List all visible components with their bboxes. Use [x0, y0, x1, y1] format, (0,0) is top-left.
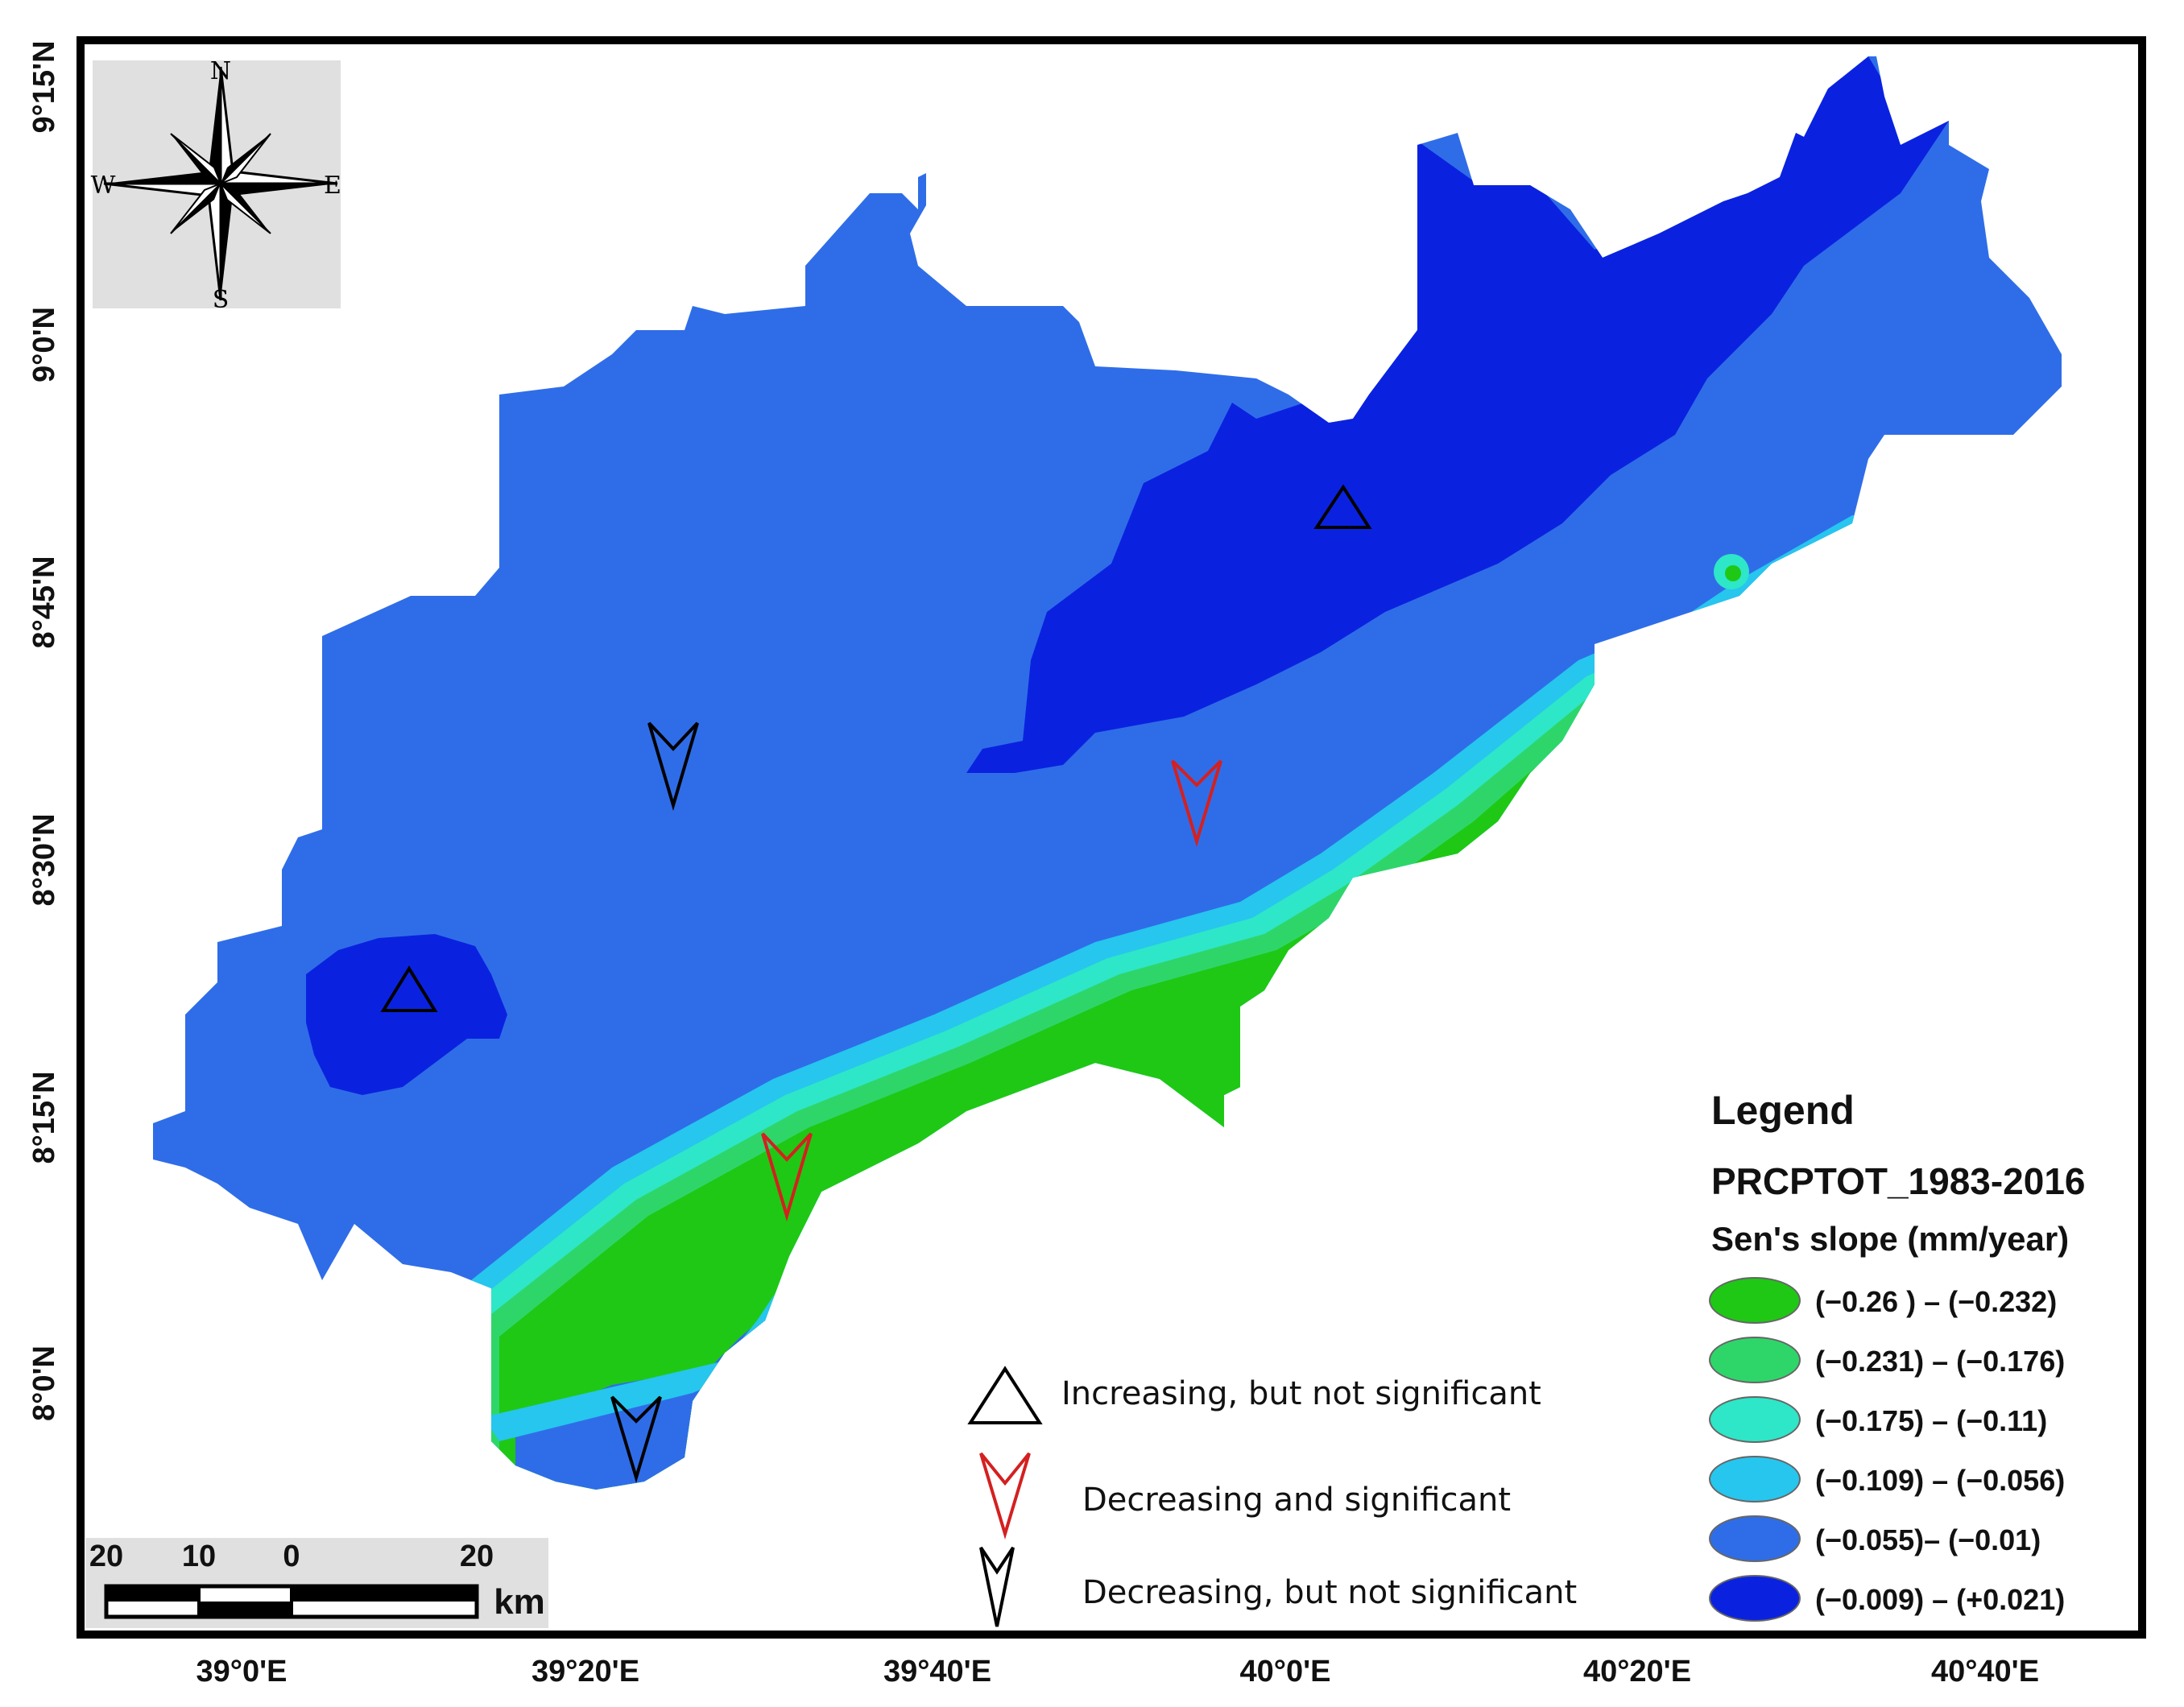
legend-class-row: (−0.175) – (−0.11) — [1709, 1396, 2160, 1445]
legend-swatch — [1709, 1575, 1801, 1622]
y-tick-label: 8°45'N — [27, 556, 61, 649]
legend-dataset-title: PRCPTOT_1983-2016 — [1711, 1160, 2086, 1202]
trend-legend-symbols — [967, 1366, 1043, 1627]
legend-class-label: (−0.009) – (+0.021) — [1815, 1583, 2066, 1616]
station-decreasing-sig-south — [761, 1132, 813, 1222]
compass-rose: N S E W — [91, 57, 341, 314]
trend-legend-label: Decreasing and significant — [1082, 1482, 1512, 1519]
trend-legend-black-arrow — [979, 1546, 1015, 1627]
trend-legend-label: Increasing, but not significant — [1061, 1375, 1541, 1412]
trend-legend-label: Decreasing, but not significant — [1082, 1574, 1578, 1611]
scale-bar-label: 20 — [89, 1540, 124, 1573]
legend-swatch — [1709, 1456, 1801, 1502]
legend-class-row: (−0.26 ) – (−0.232) — [1709, 1277, 2160, 1325]
legend-class-label: (−0.055)– (−0.01) — [1815, 1523, 2041, 1556]
scale-bar-label: 0 — [283, 1540, 300, 1573]
trend-legend-red-arrow — [979, 1452, 1031, 1540]
y-tick-label: 8°30'N — [27, 813, 61, 907]
station-decreasing-sig-east — [1171, 759, 1222, 847]
class-dark-blue-west — [306, 934, 507, 1095]
y-tick-label: 9°15'N — [27, 40, 61, 134]
legend-class-row: (−0.231) – (−0.176) — [1709, 1337, 2160, 1385]
legend-class-row: (−0.009) – (+0.021) — [1709, 1575, 2160, 1623]
compass-north-label: N — [210, 57, 231, 85]
legend-swatch — [1709, 1515, 1801, 1562]
x-tick-label: 39°40'E — [883, 1655, 992, 1688]
x-tick-label: 40°0'E — [1239, 1655, 1331, 1688]
legend-swatch — [1709, 1337, 1801, 1383]
legend-class-row: (−0.055)– (−0.01) — [1709, 1515, 2160, 1564]
scale-bar — [85, 1538, 548, 1628]
x-tick-label: 40°20'E — [1582, 1655, 1692, 1688]
compass-west-label: W — [91, 172, 116, 200]
compass-east-label: E — [324, 172, 341, 200]
station-increasing-west — [380, 965, 438, 1012]
x-tick-label: 40°40'E — [1930, 1655, 2040, 1688]
y-tick-label: 8°0'N — [27, 1345, 61, 1421]
station-decreasing-ns-outlet — [610, 1395, 662, 1483]
legend-class-label: (−0.26 ) – (−0.232) — [1815, 1285, 2058, 1318]
scale-bar-label: 20 — [459, 1540, 494, 1573]
class-dark-blue-northeast — [966, 56, 1949, 773]
legend-class-label: (−0.109) – (−0.056) — [1815, 1464, 2066, 1497]
legend-swatch — [1709, 1277, 1801, 1324]
station-increasing-northeast — [1313, 484, 1372, 529]
scale-bar-unit: km — [494, 1582, 545, 1622]
compass-south-label: S — [213, 286, 230, 314]
x-tick-label: 39°20'E — [531, 1655, 640, 1688]
legend-class-label: (−0.175) – (−0.11) — [1815, 1404, 2048, 1437]
trend-legend-up-triangle — [967, 1366, 1043, 1424]
legend-heading: Legend — [1711, 1088, 1855, 1133]
station-decreasing-ns-central — [647, 721, 699, 812]
legend-unit-title: Sen's slope (mm/year) — [1711, 1220, 2070, 1258]
station-symbols — [380, 484, 1372, 1483]
map-border — [77, 36, 2146, 1639]
scale-bar-label: 10 — [181, 1540, 217, 1573]
legend-class-label: (−0.231) – (−0.176) — [1815, 1345, 2066, 1378]
legend-swatch — [1709, 1396, 1801, 1443]
legend-class-row: (−0.109) – (−0.056) — [1709, 1456, 2160, 1504]
y-tick-label: 9°0'N — [27, 307, 61, 382]
x-tick-label: 39°0'E — [196, 1655, 287, 1688]
y-tick-label: 8°15'N — [27, 1071, 61, 1164]
